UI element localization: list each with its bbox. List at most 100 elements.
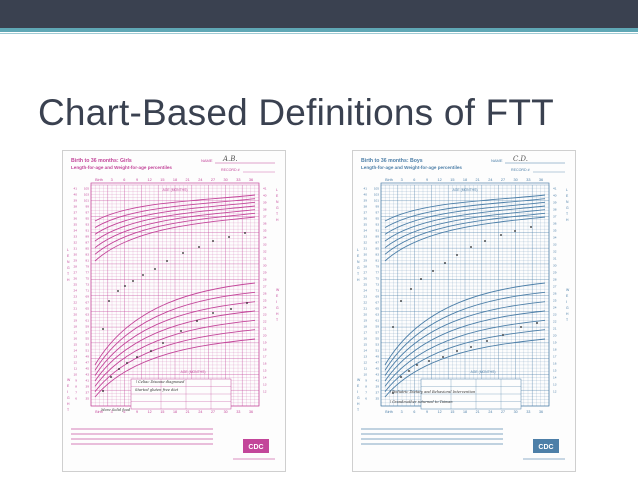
- length-axis-letter-right: T: [566, 212, 568, 216]
- patient-data-point: [520, 326, 522, 328]
- right-scale-number: 17: [553, 355, 557, 359]
- right-scale-number: 37: [553, 215, 557, 219]
- top-banner: [0, 0, 638, 28]
- weight-axis-letter-right: W: [566, 288, 570, 292]
- age-axis-label-bottom: AGE (MONTHS): [470, 370, 495, 374]
- right-scale-number: 41: [553, 187, 557, 191]
- right-scale-number: 20: [553, 334, 557, 338]
- left-scale-number: 37: [364, 211, 368, 215]
- patient-data-point: [196, 320, 198, 322]
- left-scale-number: 35: [364, 223, 368, 227]
- age-tick-label: 33: [236, 178, 240, 182]
- left-scale-number: 14: [364, 349, 368, 353]
- age-tick-label-bottom: 30: [224, 410, 228, 414]
- length-axis-letter-right: L: [276, 188, 278, 192]
- record-label: RECORD #: [511, 168, 530, 172]
- left-scale-cm: 105: [84, 187, 89, 191]
- percentile-curve: [94, 310, 256, 382]
- right-scale-number: 27: [553, 285, 557, 289]
- patient-data-point: [442, 356, 444, 358]
- left-scale-number: 33: [74, 235, 78, 239]
- age-tick-label: 6: [123, 178, 125, 182]
- left-scale-cm: 35: [86, 397, 90, 401]
- patient-data-point: [410, 288, 412, 290]
- percentile-curve: [94, 205, 256, 242]
- age-tick-label: 21: [476, 178, 480, 182]
- patient-data-point: [132, 280, 134, 282]
- left-scale-number: 41: [74, 187, 78, 191]
- cdc-logo: CDC: [538, 444, 553, 451]
- right-scale-number: 16: [553, 362, 557, 366]
- weight-axis-letter: I: [357, 390, 358, 394]
- left-scale-cm: 105: [374, 187, 379, 191]
- age-tick-label: 15: [450, 178, 454, 182]
- handwritten-annotation: ↑Pediatric Dietary and Behavioral Interv…: [389, 390, 476, 394]
- age-tick-label-bottom: 9: [426, 410, 428, 414]
- weight-axis-letter-right: H: [566, 312, 569, 316]
- left-scale-cm: 87: [376, 241, 380, 245]
- percentile-curve: [384, 310, 546, 382]
- left-scale-number: 40: [364, 193, 368, 197]
- weight-axis-letter-right: W: [276, 288, 280, 292]
- left-scale-number: 8: [365, 385, 367, 389]
- left-scale-number: 30: [364, 253, 368, 257]
- length-axis-letter-right: G: [566, 206, 569, 210]
- right-scale-number: 35: [553, 229, 557, 233]
- left-scale-number: 13: [364, 355, 368, 359]
- top-accent-stripe: [0, 28, 638, 32]
- percentile-curve: [384, 301, 546, 376]
- left-scale-cm: 103: [374, 193, 379, 197]
- weight-axis-letter-right: H: [276, 312, 279, 316]
- patient-data-point: [514, 230, 516, 232]
- boys-growth-chart: Birth to 36 months: Boys Length-for-age a…: [352, 150, 576, 472]
- weight-axis-letter: I: [67, 390, 68, 394]
- left-scale-number: 22: [364, 301, 368, 305]
- right-scale-number: 39: [553, 201, 557, 205]
- left-scale-number: 25: [74, 283, 78, 287]
- left-scale-cm: 79: [376, 265, 380, 269]
- patient-data-point: [154, 268, 156, 270]
- percentile-curve: [94, 329, 256, 392]
- patient-data-point: [198, 246, 200, 248]
- girls-growth-chart: Birth to 36 months: Girls Length-for-age …: [62, 150, 286, 472]
- weight-axis-letter: E: [67, 384, 70, 388]
- patient-data-point: [150, 350, 152, 352]
- left-scale-cm: 39: [376, 385, 380, 389]
- left-scale-cm: 77: [86, 271, 90, 275]
- age-tick-label: 21: [186, 178, 190, 182]
- patient-data-point: [486, 340, 488, 342]
- length-axis-letter: E: [67, 254, 70, 258]
- age-tick-label-bottom: 36: [539, 410, 543, 414]
- age-tick-label: 3: [111, 178, 113, 182]
- age-tick-label-bottom: 12: [438, 410, 442, 414]
- age-tick-label-bottom: 27: [211, 410, 215, 414]
- patient-data-point: [244, 232, 246, 234]
- age-tick-label-bottom: 21: [186, 410, 190, 414]
- left-scale-cm: 91: [86, 229, 90, 233]
- patient-data-point: [108, 300, 110, 302]
- length-axis-letter: G: [67, 266, 70, 270]
- age-tick-label-bottom: Birth: [95, 410, 102, 414]
- left-scale-number: 38: [74, 205, 78, 209]
- percentile-curve: [94, 209, 256, 249]
- patient-data-point: [102, 390, 104, 392]
- age-tick-label-bottom: 3: [111, 410, 113, 414]
- left-scale-number: 11: [74, 367, 77, 371]
- left-scale-cm: 63: [376, 313, 380, 317]
- right-scale-number: 36: [553, 222, 557, 226]
- patient-data-point: [408, 370, 410, 372]
- left-scale-number: 38: [364, 205, 368, 209]
- patient-data-point: [110, 376, 112, 378]
- left-scale-number: 9: [75, 379, 77, 383]
- right-scale-number: 23: [553, 313, 557, 317]
- name-label: NAME: [491, 158, 503, 163]
- length-axis-letter-right: N: [566, 200, 569, 204]
- age-tick-label-bottom: Birth: [385, 410, 392, 414]
- patient-data-point: [246, 302, 248, 304]
- weight-axis-letter-right: I: [566, 300, 567, 304]
- left-scale-cm: 83: [86, 253, 90, 257]
- cdc-logo-box: [533, 439, 559, 453]
- right-scale-number: 15: [553, 369, 557, 373]
- weight-axis-letter: T: [357, 408, 359, 412]
- age-tick-label-bottom: 6: [123, 410, 125, 414]
